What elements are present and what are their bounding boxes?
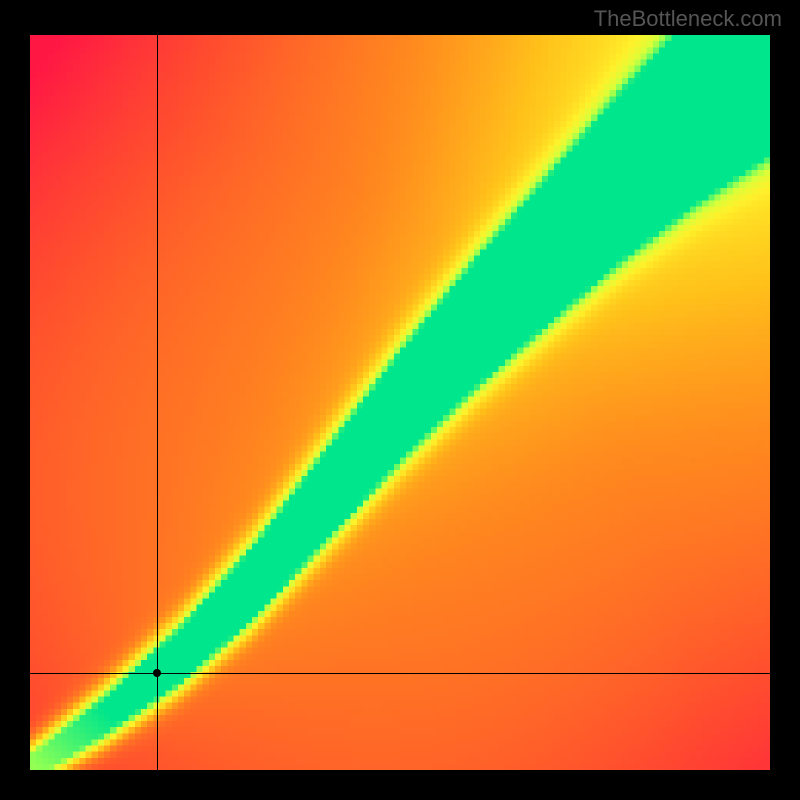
- marker-point: [153, 669, 161, 677]
- crosshair-vertical: [157, 35, 158, 770]
- heatmap-canvas: [30, 35, 770, 770]
- watermark-text: TheBottleneck.com: [594, 6, 782, 32]
- chart-container: TheBottleneck.com: [0, 0, 800, 800]
- heatmap-plot-area: [30, 35, 770, 770]
- crosshair-horizontal: [30, 673, 770, 674]
